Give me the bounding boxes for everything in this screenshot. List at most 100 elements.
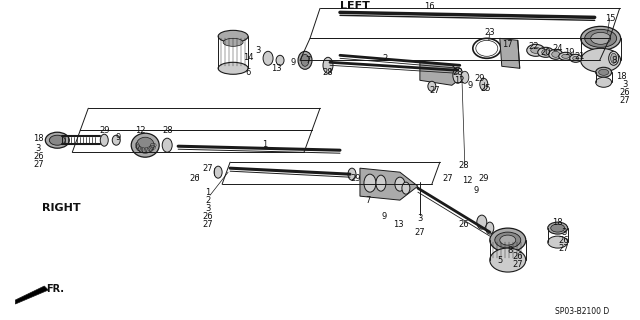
- Text: 26: 26: [513, 252, 523, 260]
- Text: 28: 28: [163, 126, 173, 135]
- Ellipse shape: [112, 135, 120, 145]
- Ellipse shape: [490, 228, 525, 252]
- Text: 25: 25: [481, 84, 491, 93]
- Text: 23: 23: [484, 28, 495, 37]
- Polygon shape: [420, 62, 465, 85]
- Text: 2: 2: [205, 196, 211, 205]
- Text: 8: 8: [507, 245, 513, 255]
- Text: 27: 27: [429, 86, 440, 95]
- Text: 26: 26: [558, 236, 569, 244]
- Ellipse shape: [480, 78, 488, 90]
- Ellipse shape: [136, 137, 154, 153]
- Text: 21: 21: [575, 52, 585, 61]
- Text: 19: 19: [564, 48, 575, 57]
- Ellipse shape: [548, 49, 563, 59]
- Text: 2: 2: [382, 54, 388, 63]
- Ellipse shape: [402, 182, 410, 194]
- Ellipse shape: [490, 248, 525, 272]
- Ellipse shape: [531, 47, 541, 53]
- Ellipse shape: [573, 56, 579, 60]
- Text: 29: 29: [475, 74, 485, 83]
- Ellipse shape: [609, 51, 619, 65]
- Text: 5: 5: [497, 256, 502, 265]
- Ellipse shape: [218, 30, 248, 42]
- Ellipse shape: [562, 54, 570, 58]
- Text: 26: 26: [190, 174, 200, 183]
- Ellipse shape: [453, 67, 463, 83]
- Ellipse shape: [428, 81, 436, 91]
- Text: 14: 14: [243, 53, 253, 62]
- Text: 22: 22: [529, 42, 539, 51]
- Text: 18: 18: [33, 134, 44, 143]
- Text: RIGHT: RIGHT: [42, 203, 81, 213]
- Text: 3: 3: [622, 80, 627, 89]
- Ellipse shape: [551, 224, 564, 232]
- Text: 3: 3: [36, 144, 41, 153]
- Polygon shape: [360, 168, 418, 200]
- Ellipse shape: [100, 134, 108, 146]
- Text: 8: 8: [611, 56, 616, 65]
- Ellipse shape: [298, 51, 312, 69]
- Ellipse shape: [45, 132, 69, 148]
- Ellipse shape: [495, 232, 521, 248]
- Ellipse shape: [559, 52, 573, 60]
- Ellipse shape: [276, 55, 284, 65]
- Ellipse shape: [527, 44, 545, 56]
- Polygon shape: [15, 286, 49, 304]
- Ellipse shape: [500, 235, 516, 245]
- Ellipse shape: [323, 57, 333, 73]
- Ellipse shape: [538, 47, 554, 57]
- Ellipse shape: [376, 175, 386, 191]
- Ellipse shape: [218, 62, 248, 74]
- Text: 9: 9: [291, 58, 296, 67]
- Text: 12: 12: [463, 176, 473, 185]
- Text: 27: 27: [442, 174, 453, 183]
- Ellipse shape: [162, 138, 172, 152]
- Text: 7: 7: [365, 196, 371, 205]
- Text: LEFT: LEFT: [340, 1, 370, 12]
- Ellipse shape: [301, 54, 309, 66]
- Ellipse shape: [548, 222, 568, 234]
- Ellipse shape: [364, 174, 376, 192]
- Ellipse shape: [598, 69, 609, 75]
- Ellipse shape: [580, 48, 621, 72]
- Ellipse shape: [263, 51, 273, 65]
- Text: 12: 12: [135, 126, 145, 135]
- Polygon shape: [500, 38, 520, 68]
- Text: 9: 9: [473, 186, 479, 195]
- Ellipse shape: [214, 166, 222, 178]
- Text: 6: 6: [245, 68, 251, 77]
- Text: 27: 27: [415, 228, 425, 236]
- Text: 27: 27: [620, 96, 630, 105]
- Ellipse shape: [348, 168, 356, 180]
- Text: 9: 9: [467, 81, 472, 90]
- Text: 27: 27: [203, 220, 214, 228]
- Text: 9: 9: [116, 133, 121, 142]
- Text: 3: 3: [417, 214, 422, 223]
- Text: 27: 27: [513, 260, 523, 268]
- Ellipse shape: [570, 54, 582, 62]
- Text: 29: 29: [351, 174, 361, 183]
- Text: 13: 13: [271, 64, 282, 73]
- Text: 15: 15: [605, 14, 616, 23]
- Ellipse shape: [541, 49, 550, 55]
- Text: 29: 29: [479, 174, 489, 183]
- Text: 20: 20: [541, 48, 551, 57]
- Text: 7: 7: [305, 56, 310, 65]
- Ellipse shape: [552, 51, 560, 57]
- Text: 13: 13: [392, 220, 403, 228]
- Ellipse shape: [477, 215, 487, 229]
- Text: 12: 12: [454, 76, 465, 85]
- Ellipse shape: [395, 177, 405, 191]
- Text: 3: 3: [205, 204, 211, 212]
- Text: 24: 24: [552, 44, 563, 53]
- Text: 28: 28: [458, 161, 469, 170]
- Text: SP03-B2100 D: SP03-B2100 D: [555, 307, 609, 316]
- Ellipse shape: [49, 135, 65, 145]
- Text: 1: 1: [205, 188, 211, 197]
- Ellipse shape: [596, 67, 612, 77]
- Ellipse shape: [585, 29, 617, 47]
- Ellipse shape: [461, 71, 469, 83]
- Ellipse shape: [611, 53, 617, 63]
- Ellipse shape: [596, 77, 612, 87]
